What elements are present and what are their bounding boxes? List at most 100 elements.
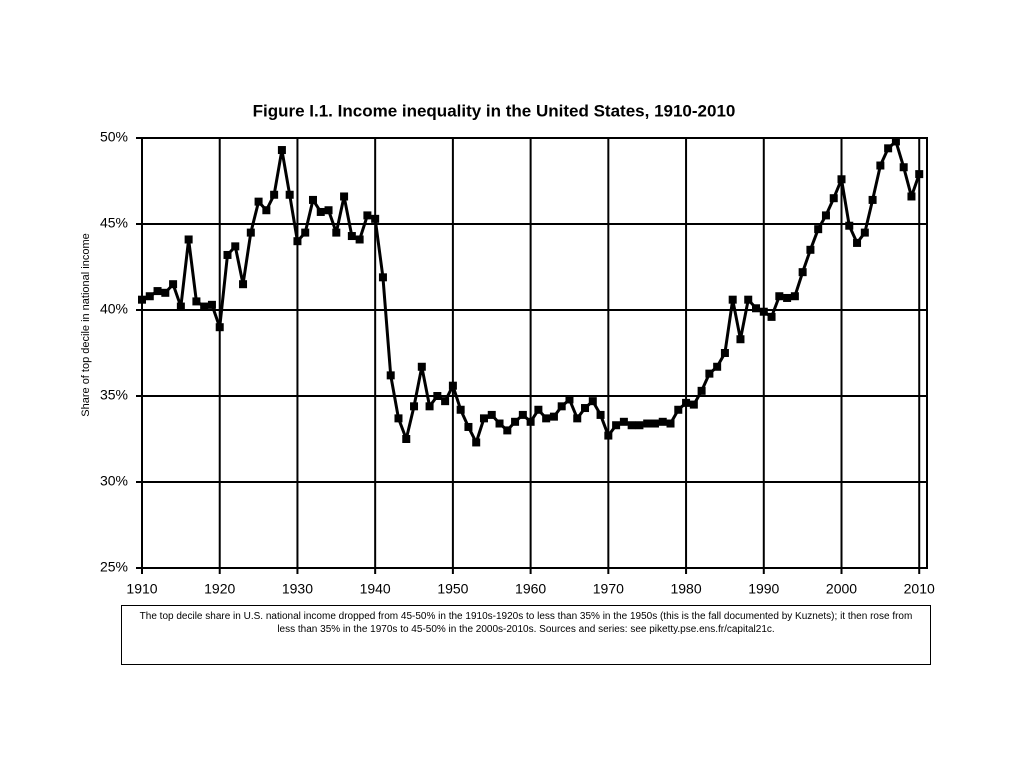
y-tick-label: 30% (100, 473, 128, 489)
x-tick-label: 1990 (748, 581, 779, 597)
marker (658, 417, 667, 426)
marker (744, 295, 753, 304)
marker (138, 295, 146, 304)
marker (868, 195, 877, 204)
plot-border (141, 137, 928, 569)
marker (518, 410, 527, 419)
marker (891, 137, 900, 146)
marker (239, 280, 248, 289)
marker (876, 161, 885, 170)
marker (270, 190, 279, 199)
x-tick-label: 1960 (515, 581, 546, 597)
marker (853, 238, 862, 247)
marker (619, 417, 628, 426)
marker (215, 323, 224, 332)
marker (410, 402, 419, 411)
y-tick-label: 35% (100, 387, 128, 403)
marker (884, 144, 893, 153)
marker (821, 211, 830, 220)
marker (169, 280, 178, 289)
marker (713, 362, 722, 371)
marker (231, 242, 240, 251)
marker (557, 402, 566, 411)
x-tick-label: 1920 (204, 581, 235, 597)
marker (674, 405, 683, 414)
marker (223, 250, 232, 259)
marker (705, 369, 714, 378)
marker (433, 392, 442, 400)
marker (526, 417, 535, 426)
x-tick-label: 1980 (670, 581, 701, 597)
marker (153, 287, 162, 296)
marker (588, 397, 597, 406)
marker (441, 397, 450, 406)
marker (417, 362, 426, 371)
x-tick-label: 1910 (126, 581, 157, 597)
marker (627, 421, 636, 430)
marker (285, 190, 294, 199)
marker (386, 371, 395, 380)
marker (534, 405, 543, 414)
marker (596, 410, 605, 419)
marker (316, 207, 325, 216)
x-tick-label: 1950 (437, 581, 468, 597)
marker (565, 395, 574, 404)
marker (814, 225, 823, 234)
x-tick-label: 2000 (826, 581, 857, 597)
marker (549, 412, 558, 421)
marker (200, 302, 209, 311)
marker (666, 419, 675, 428)
marker (682, 398, 691, 407)
marker (472, 438, 481, 447)
chart-title: Figure I.1. Income inequality in the Uni… (253, 101, 736, 120)
marker (308, 195, 317, 204)
marker (347, 232, 356, 241)
marker (402, 435, 411, 443)
marker (464, 422, 473, 431)
marker (542, 414, 551, 423)
marker (612, 421, 621, 430)
marker (806, 245, 815, 254)
marker (448, 381, 457, 390)
marker (301, 228, 310, 237)
x-tick-label: 1930 (282, 581, 313, 597)
marker (487, 410, 496, 419)
marker (581, 404, 590, 413)
marker (371, 214, 380, 223)
marker (293, 237, 302, 246)
marker (456, 405, 465, 414)
x-tick-label: 1940 (360, 581, 391, 597)
marker (635, 421, 644, 430)
marker (829, 194, 838, 203)
marker (697, 386, 706, 395)
marker (783, 293, 792, 302)
marker (728, 295, 737, 304)
marker (324, 206, 333, 215)
marker (643, 419, 652, 428)
marker (176, 302, 185, 311)
marker (573, 414, 582, 423)
marker (798, 268, 807, 277)
marker (689, 400, 698, 409)
y-tick-label: 45% (100, 215, 128, 231)
marker (277, 146, 286, 155)
marker (332, 228, 341, 237)
marker (246, 228, 255, 237)
marker (907, 192, 916, 201)
marker (479, 414, 488, 423)
marker (720, 349, 729, 357)
marker (860, 228, 869, 237)
marker (394, 414, 403, 423)
marker (503, 426, 512, 435)
y-axis-label: Share of top decile in national income (80, 233, 92, 416)
marker (899, 163, 908, 172)
caption: The top decile share in U.S. national in… (121, 605, 931, 665)
marker (207, 300, 216, 309)
marker (378, 273, 387, 282)
marker (650, 419, 659, 428)
marker (495, 419, 504, 428)
marker (262, 206, 271, 215)
y-tick-label: 40% (100, 301, 128, 317)
marker (775, 292, 784, 301)
